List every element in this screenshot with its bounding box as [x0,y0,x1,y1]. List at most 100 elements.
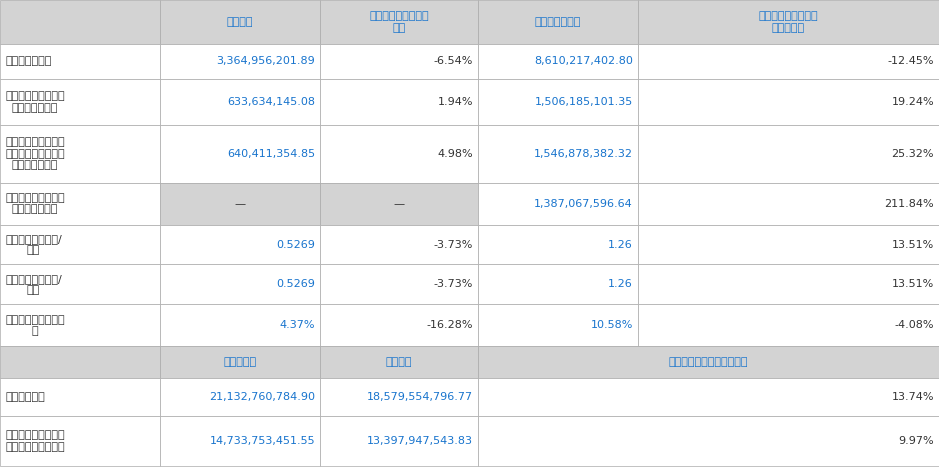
Text: 4.98%: 4.98% [438,149,473,159]
Bar [320,378,478,416]
Bar [320,44,478,79]
Bar [320,416,478,466]
Text: 本报告期末比上年度末增减: 本报告期末比上年度末增减 [669,357,748,367]
Text: 13.74%: 13.74% [891,392,934,402]
Text: -3.73%: -3.73% [434,279,473,289]
Bar [160,225,320,264]
Bar [478,264,638,304]
Bar [320,304,478,346]
Bar [160,378,320,416]
Bar [0,125,160,183]
Text: 0.5269: 0.5269 [276,240,315,249]
Bar [478,0,638,44]
Bar [638,0,939,44]
Bar [160,264,320,304]
Bar [0,346,160,378]
Text: 8,610,217,402.80: 8,610,217,402.80 [534,57,633,66]
Bar [638,264,939,304]
Text: 13.51%: 13.51% [892,279,934,289]
Bar [478,79,638,125]
Text: -16.28%: -16.28% [426,321,473,330]
Bar [0,416,160,466]
Bar [320,183,478,225]
Bar [320,79,478,125]
Text: 1,387,067,596.64: 1,387,067,596.64 [534,198,633,209]
Bar [0,0,160,44]
Bar [160,183,320,225]
Text: 21,132,760,784.90: 21,132,760,784.90 [209,392,315,402]
Text: 0.5269: 0.5269 [276,279,315,289]
Bar [320,264,478,304]
Bar [638,225,939,264]
Bar [0,378,160,416]
Text: 18,579,554,796.77: 18,579,554,796.77 [367,392,473,402]
Text: -12.45%: -12.45% [887,57,934,66]
Text: 1.26: 1.26 [608,279,633,289]
Text: 1,546,878,382.32: 1,546,878,382.32 [534,149,633,159]
Text: —: — [393,198,405,209]
Bar [160,125,320,183]
Text: 25.32%: 25.32% [891,149,934,159]
Text: -4.08%: -4.08% [895,321,934,330]
Text: 营业收入（元）: 营业收入（元） [5,57,52,66]
Bar [0,183,160,225]
Text: 3,364,956,201.89: 3,364,956,201.89 [216,57,315,66]
Bar [638,304,939,346]
Bar [160,0,320,44]
Bar [478,125,638,183]
Text: 年初至报告期末比上
年同期增减: 年初至报告期末比上 年同期增减 [759,11,818,33]
Text: 1.26: 1.26 [608,240,633,249]
Bar [0,264,160,304]
Text: 1,506,185,101.35: 1,506,185,101.35 [534,97,633,107]
Text: -3.73%: -3.73% [434,240,473,249]
Text: 本报告期: 本报告期 [226,17,254,27]
Bar [0,304,160,346]
Text: 本报告期末: 本报告期末 [223,357,256,367]
Text: 上年度末: 上年度末 [386,357,412,367]
Bar [320,225,478,264]
Bar [0,44,160,79]
Bar [478,346,939,378]
Text: 19.24%: 19.24% [891,97,934,107]
Bar [160,79,320,125]
Text: 稀释每股收益（元/
股）: 稀释每股收益（元/ 股） [5,274,62,295]
Bar [478,225,638,264]
Bar [478,183,638,225]
Bar [160,346,320,378]
Bar [478,44,638,79]
Text: 本报告期比上年同期
增减: 本报告期比上年同期 增减 [369,11,429,33]
Text: 633,634,145.08: 633,634,145.08 [227,97,315,107]
Bar [320,0,478,44]
Text: 4.37%: 4.37% [280,321,315,330]
Bar [160,304,320,346]
Bar [638,125,939,183]
Text: 13,397,947,543.83: 13,397,947,543.83 [367,436,473,446]
Bar [638,79,939,125]
Bar [638,44,939,79]
Text: 10.58%: 10.58% [591,321,633,330]
Bar [478,416,939,466]
Text: 年初至报告期末: 年初至报告期末 [535,17,581,27]
Bar [0,225,160,264]
Bar [160,44,320,79]
Text: 14,733,753,451.55: 14,733,753,451.55 [209,436,315,446]
Bar [0,79,160,125]
Text: -6.54%: -6.54% [434,57,473,66]
Text: 基本每股收益（元/
股）: 基本每股收益（元/ 股） [5,234,62,256]
Text: 归属于上市公司股东
的扣除非经常性损益
的净利润（元）: 归属于上市公司股东 的扣除非经常性损益 的净利润（元） [5,137,65,170]
Text: 9.97%: 9.97% [899,436,934,446]
Text: 1.94%: 1.94% [438,97,473,107]
Bar [320,346,478,378]
Text: 总资产（元）: 总资产（元） [5,392,45,402]
Text: —: — [235,198,246,209]
Text: 13.51%: 13.51% [892,240,934,249]
Text: 211.84%: 211.84% [885,198,934,209]
Bar [638,183,939,225]
Text: 加权平均净资产收益
率: 加权平均净资产收益 率 [5,314,65,336]
Text: 640,411,354.85: 640,411,354.85 [227,149,315,159]
Text: 归属于上市公司股东
的所有者权益（元）: 归属于上市公司股东 的所有者权益（元） [5,430,65,452]
Text: 归属于上市公司股东
的净利润（元）: 归属于上市公司股东 的净利润（元） [5,91,65,113]
Text: 经营活动产生的现金
流量净额（元）: 经营活动产生的现金 流量净额（元） [5,193,65,214]
Bar [478,378,939,416]
Bar [160,416,320,466]
